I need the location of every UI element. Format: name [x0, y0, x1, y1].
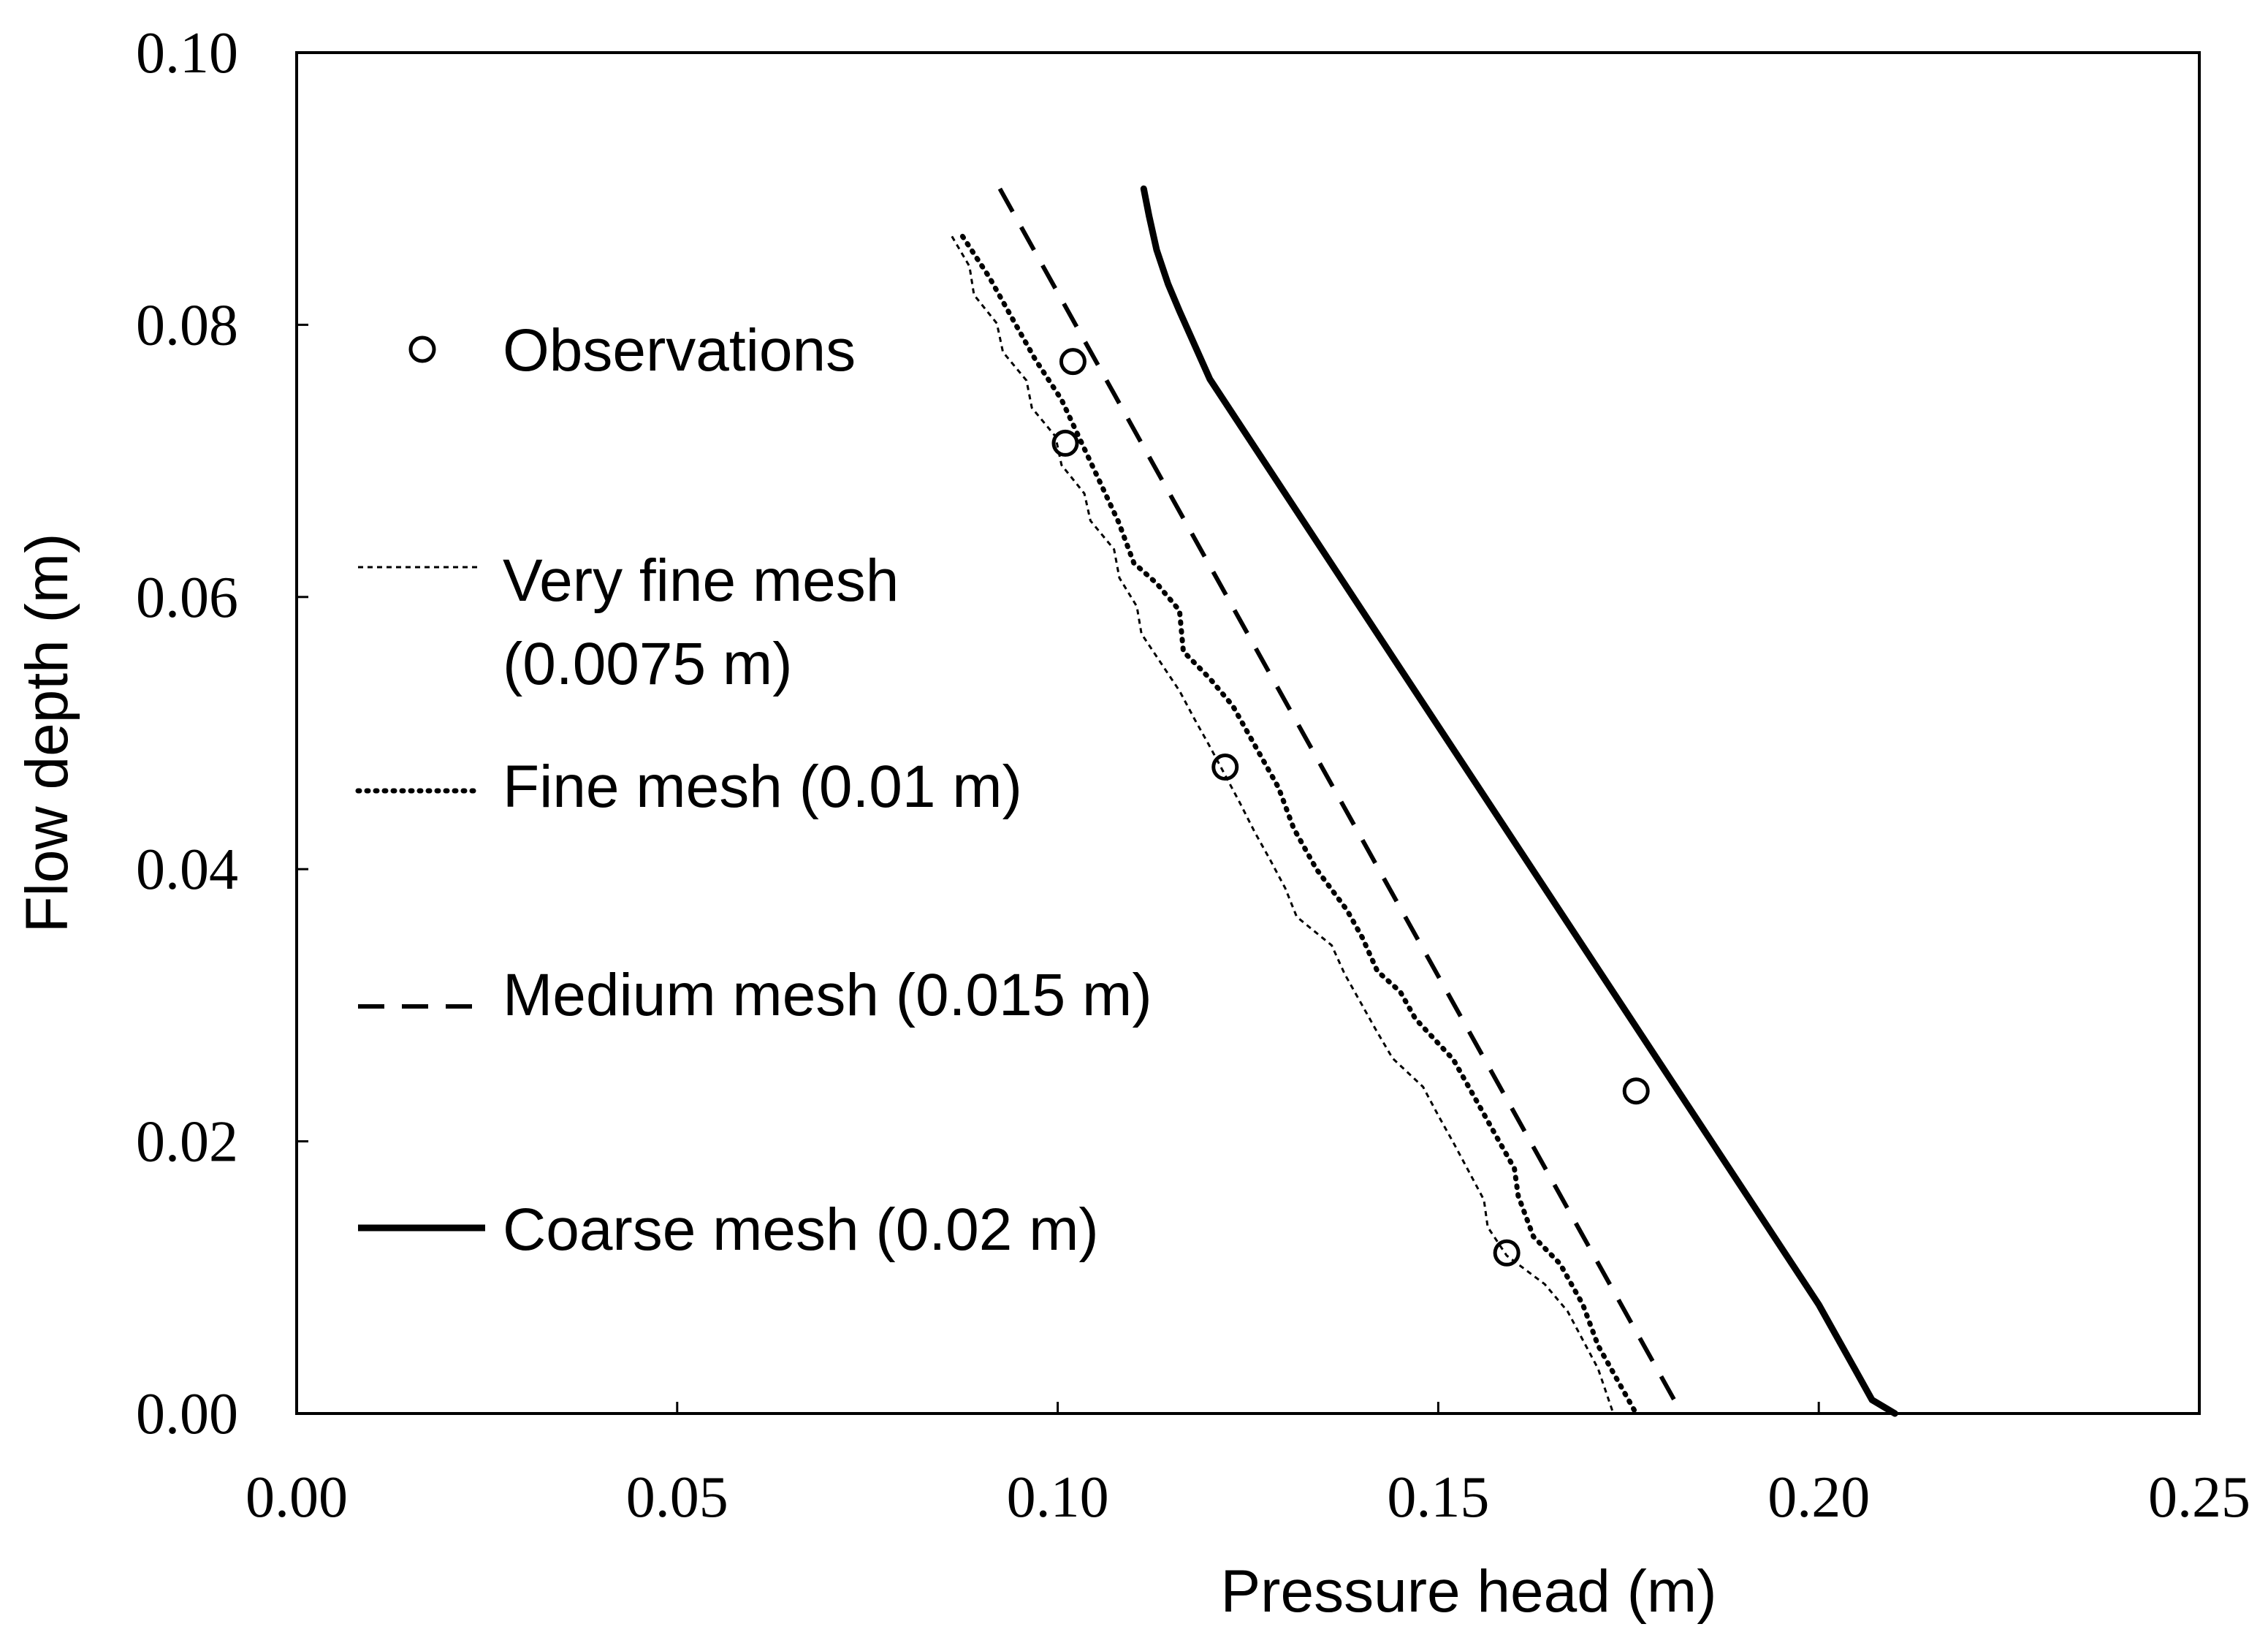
x-tick-label-1: 0.00	[246, 1465, 348, 1530]
series-layer	[951, 185, 1898, 1417]
y-tick-label-4: 0.06	[136, 566, 238, 630]
series-line-medium-mesh	[997, 187, 1684, 1415]
y-tick-label-5: 0.08	[136, 293, 238, 357]
legend-observations-marker	[408, 335, 436, 363]
legend-coarse-mesh-label: Coarse mesh (0.02 m)	[503, 1196, 1099, 1263]
legend-very-fine-mesh-label: Very fine mesh	[503, 547, 899, 614]
legend: Observations Very fine mesh (0.0075 m) F…	[355, 317, 1152, 1263]
series-line-fine-mesh	[959, 233, 1639, 1416]
x-tick-label-6: 0.25	[2148, 1465, 2250, 1530]
observation-point-4	[1622, 1077, 1650, 1105]
tick-layer: 0.00 0.05 0.10 0.15 0.20 0.25 0.00 0.02 0.04 0.06…	[136, 21, 2250, 1530]
series-line-coarse-mesh	[1140, 185, 1898, 1417]
x-tick-label-3: 0.10	[1007, 1465, 1109, 1530]
legend-medium-mesh-label: Medium mesh (0.015 m)	[503, 962, 1152, 1028]
observation-point-1	[1059, 348, 1087, 376]
y-tick-label-2: 0.02	[136, 1110, 238, 1175]
legend-observations-label: Observations	[503, 317, 856, 384]
y-tick-label-3: 0.04	[136, 838, 238, 902]
legend-very-fine-mesh-label-line2: (0.0075 m)	[503, 631, 793, 697]
observation-markers	[1051, 348, 1650, 1267]
x-tick-label-4: 0.15	[1387, 1465, 1489, 1530]
x-tick-label-5: 0.20	[1767, 1465, 1870, 1530]
series-line-very-fine-mesh	[951, 235, 1615, 1414]
observation-point-3	[1211, 754, 1239, 781]
y-tick-label-1: 0.00	[136, 1382, 238, 1446]
observation-point-2	[1051, 429, 1079, 457]
y-axis-title: Flow depth (m)	[14, 534, 80, 933]
observation-point-5	[1493, 1239, 1521, 1267]
x-axis-title: Pressure head (m)	[1220, 1558, 1716, 1625]
plot-frame	[295, 51, 2201, 1415]
y-tick-label-6: 0.10	[136, 21, 238, 86]
legend-fine-mesh-label: Fine mesh (0.01 m)	[503, 754, 1022, 820]
x-tick-label-2: 0.05	[626, 1465, 728, 1530]
